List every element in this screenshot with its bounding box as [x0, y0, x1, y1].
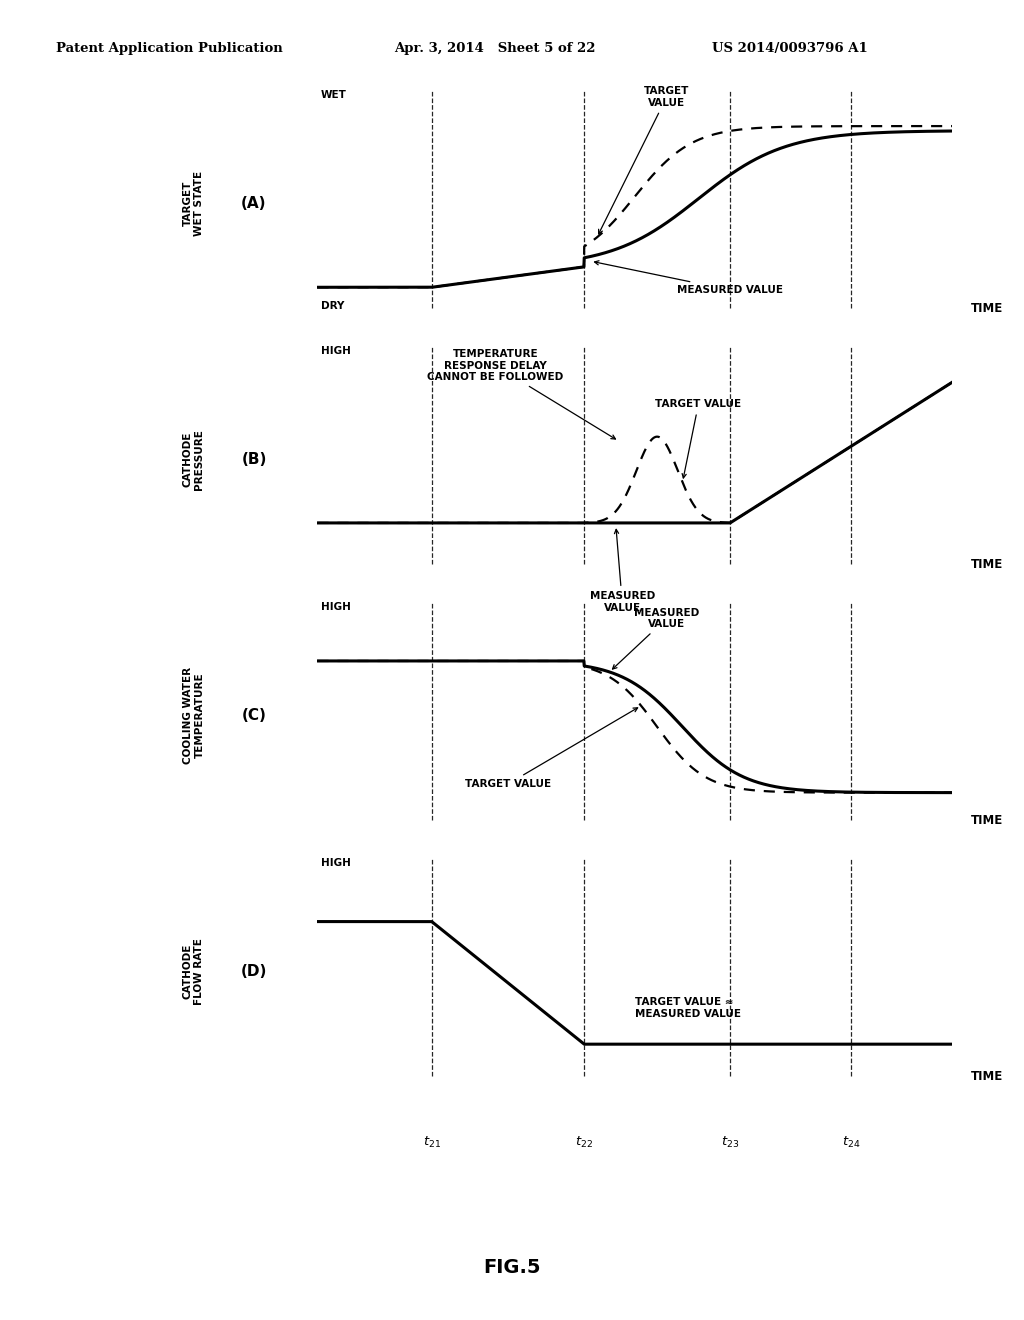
Text: HIGH: HIGH: [321, 858, 350, 869]
Text: WET: WET: [321, 90, 346, 100]
Text: TIME: TIME: [972, 557, 1004, 570]
Text: COOLING WATER
TEMPERATURE: COOLING WATER TEMPERATURE: [183, 667, 205, 764]
Text: TARGET VALUE: TARGET VALUE: [655, 400, 741, 478]
Text: FIG.5: FIG.5: [483, 1258, 541, 1276]
Text: MEASURED VALUE: MEASURED VALUE: [595, 261, 783, 294]
Text: $t_{21}$: $t_{21}$: [423, 1135, 440, 1150]
Text: DRY: DRY: [321, 301, 344, 312]
Text: TARGET VALUE ≈
MEASURED VALUE: TARGET VALUE ≈ MEASURED VALUE: [635, 997, 741, 1019]
Text: HIGH: HIGH: [321, 602, 350, 612]
Text: TIME: TIME: [972, 1069, 1004, 1082]
Text: $t_{24}$: $t_{24}$: [842, 1135, 860, 1150]
Text: TARGET
VALUE: TARGET VALUE: [599, 86, 689, 234]
Text: (D): (D): [241, 964, 267, 979]
Text: TARGET VALUE: TARGET VALUE: [465, 708, 638, 789]
Text: TIME: TIME: [972, 813, 1004, 826]
Text: Patent Application Publication: Patent Application Publication: [56, 42, 283, 55]
Text: CATHODE
FLOW RATE: CATHODE FLOW RATE: [183, 939, 205, 1005]
Text: MEASURED
VALUE: MEASURED VALUE: [612, 607, 699, 669]
Text: Apr. 3, 2014   Sheet 5 of 22: Apr. 3, 2014 Sheet 5 of 22: [394, 42, 596, 55]
Text: TARGET
WET STATE: TARGET WET STATE: [183, 170, 205, 236]
Text: $t_{23}$: $t_{23}$: [721, 1135, 739, 1150]
Text: TIME: TIME: [972, 301, 1004, 314]
Text: (B): (B): [242, 451, 266, 467]
Text: CATHODE
PRESSURE: CATHODE PRESSURE: [183, 429, 205, 490]
Text: HIGH: HIGH: [321, 346, 350, 356]
Text: MEASURED
VALUE: MEASURED VALUE: [590, 529, 654, 612]
Text: US 2014/0093796 A1: US 2014/0093796 A1: [712, 42, 867, 55]
Text: (A): (A): [242, 195, 266, 211]
Text: (C): (C): [242, 708, 266, 723]
Text: $t_{22}$: $t_{22}$: [575, 1135, 593, 1150]
Text: TEMPERATURE
RESPONSE DELAY
CANNOT BE FOLLOWED: TEMPERATURE RESPONSE DELAY CANNOT BE FOL…: [427, 348, 615, 440]
